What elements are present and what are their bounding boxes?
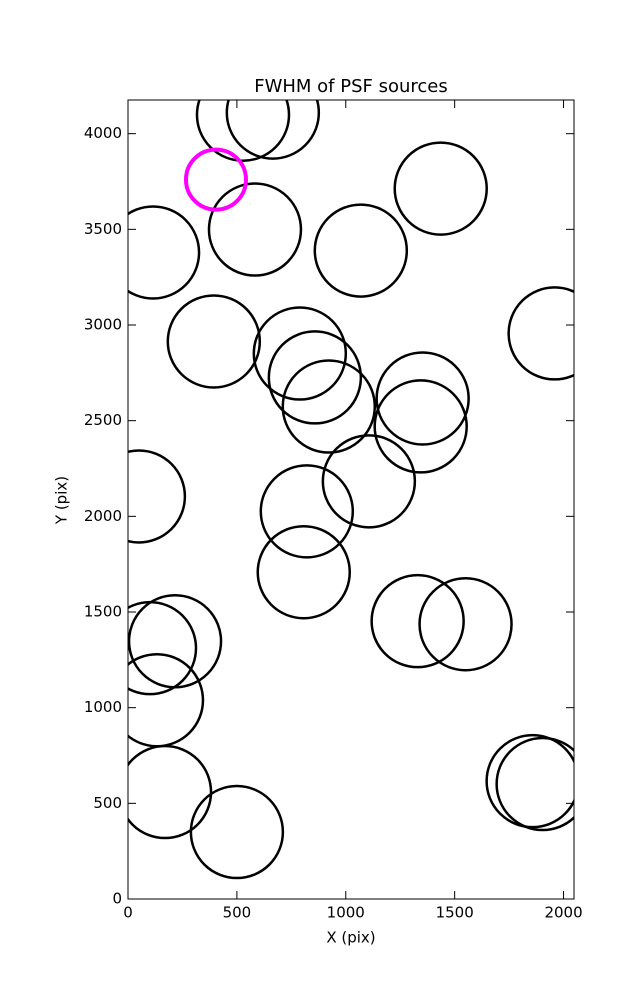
y-tick-label: 1000 <box>84 698 122 716</box>
psf-source <box>259 464 355 559</box>
psf-source <box>495 736 574 832</box>
y-axis-label: Y (pix) <box>53 476 71 525</box>
y-tick-label: 500 <box>93 794 122 812</box>
y-tick-label: 3000 <box>84 316 122 334</box>
psf-source <box>373 379 468 474</box>
psf-source <box>128 205 201 300</box>
psf-source <box>370 573 465 669</box>
psf-source <box>195 100 291 162</box>
psf-source <box>485 733 574 829</box>
psf-source <box>267 330 363 425</box>
x-tick-label: 2000 <box>544 904 582 922</box>
psf-source <box>207 182 303 277</box>
psf-source <box>375 351 470 446</box>
y-tick-label: 2500 <box>84 411 122 429</box>
psf-source <box>507 286 574 381</box>
psf-source <box>281 359 377 454</box>
psf-source <box>225 100 321 160</box>
psf-source <box>183 147 248 212</box>
y-tick-label: 3500 <box>84 220 122 238</box>
psf-source <box>189 784 285 880</box>
x-axis-label: X (pix) <box>326 929 375 947</box>
y-tick-label: 2000 <box>84 507 122 525</box>
psf-source <box>313 203 409 298</box>
x-tick-label: 0 <box>123 904 133 922</box>
x-tick-label: 500 <box>223 904 252 922</box>
psf-source <box>166 294 262 389</box>
psf-source <box>321 434 417 529</box>
psf-source <box>128 449 187 544</box>
plot-area <box>128 100 574 880</box>
x-tick-label: 1500 <box>436 904 474 922</box>
y-tick-label: 1500 <box>84 603 122 621</box>
psf-source <box>418 576 513 672</box>
plot-frame <box>127 99 575 900</box>
x-tick-label: 1000 <box>327 904 365 922</box>
y-tick-label: 0 <box>112 890 122 908</box>
chart-title: FWHM of PSF sources <box>254 76 448 97</box>
psf-source <box>256 524 351 620</box>
psf-source <box>128 744 213 840</box>
psf-source <box>128 600 198 696</box>
psf-source <box>252 306 348 401</box>
y-tick-label: 4000 <box>84 124 122 142</box>
psf-source <box>393 141 488 236</box>
